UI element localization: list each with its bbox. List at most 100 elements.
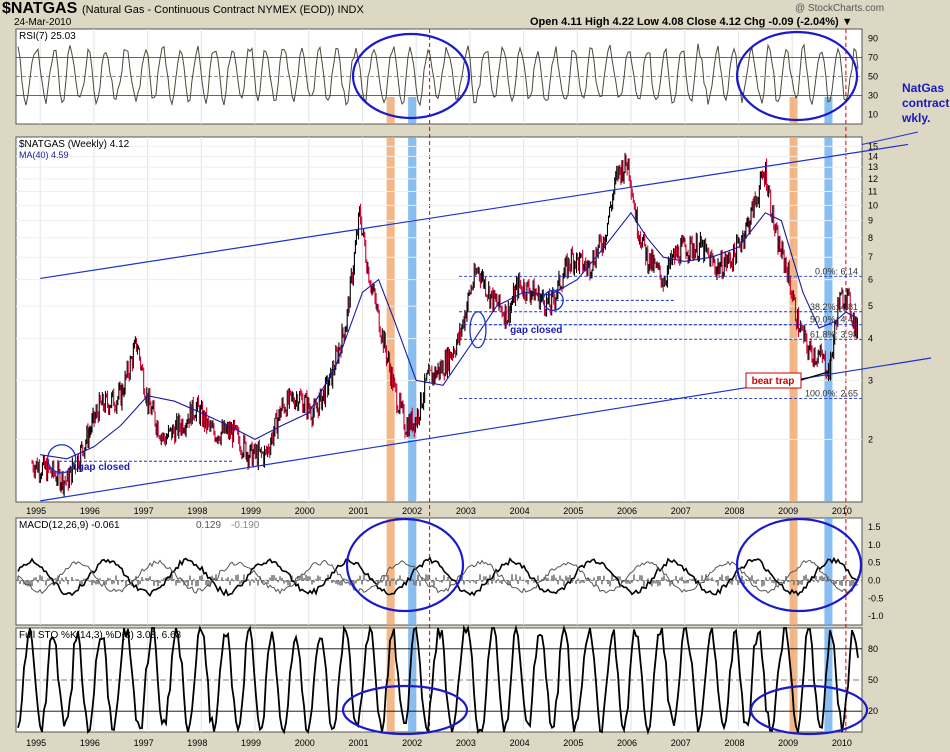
x-tick-label-bottom: 2010 <box>832 738 852 748</box>
gap-closed-label: gap closed <box>510 325 562 336</box>
price-y-tick: 2 <box>868 434 873 444</box>
rsi-y-tick: 10 <box>868 110 878 120</box>
x-tick-label: 1999 <box>241 506 261 516</box>
rsi-line <box>17 43 859 107</box>
price-y-tick: 11 <box>868 186 877 196</box>
x-tick-label-bottom: 1996 <box>80 738 100 748</box>
note-pointer-line <box>861 131 919 145</box>
rsi-y-tick: 50 <box>868 72 878 82</box>
retracement-label: 100.0%: 2.65 <box>805 388 858 398</box>
highlight-ellipse <box>351 32 471 120</box>
x-tick-label-bottom: 2002 <box>402 738 422 748</box>
x-tick-label: 2010 <box>832 506 852 516</box>
macd-y-tick: 0.0 <box>868 575 881 585</box>
rsi-y-tick: 70 <box>868 53 878 63</box>
highlight-ellipse <box>345 517 465 613</box>
x-tick-label-bottom: 2005 <box>563 738 583 748</box>
highlight-band <box>824 518 833 625</box>
macd-legend: MACD(12,26,9) -0.061 <box>19 520 120 531</box>
x-tick-label: 2007 <box>671 506 691 516</box>
price-y-tick: 12 <box>868 174 878 184</box>
price-bars <box>31 152 859 497</box>
macd-legend-signal: 0.129 <box>196 520 221 531</box>
macd-line <box>17 556 859 598</box>
x-tick-label: 2001 <box>348 506 368 516</box>
sto-k-line <box>17 624 859 736</box>
highlight-band <box>789 137 798 502</box>
x-tick-label-bottom: 2008 <box>724 738 744 748</box>
price-y-tick: 6 <box>868 275 873 285</box>
x-tick-label: 2006 <box>617 506 637 516</box>
x-tick-label-bottom: 1998 <box>187 738 207 748</box>
price-y-tick: 10 <box>868 200 878 210</box>
x-tick-label-bottom: 1997 <box>134 738 154 748</box>
gap-circle <box>47 444 77 474</box>
highlight-band <box>824 97 833 124</box>
x-tick-label: 2000 <box>295 506 315 516</box>
highlight-ellipse <box>341 684 469 736</box>
x-tick-label-bottom: 2007 <box>671 738 691 748</box>
price-y-tick: 4 <box>868 334 873 344</box>
brand-logo: @ StockCharts.com <box>795 3 885 14</box>
x-tick-label: 1997 <box>134 506 154 516</box>
gap-circle <box>469 311 487 349</box>
x-tick-label: 1996 <box>80 506 100 516</box>
rsi-y-tick: 90 <box>868 34 878 44</box>
upper-trendline <box>40 143 909 280</box>
x-tick-label: 2009 <box>778 506 798 516</box>
x-tick-label-bottom: 2001 <box>348 738 368 748</box>
x-tick-label: 2008 <box>724 506 744 516</box>
x-tick-label-bottom: 2006 <box>617 738 637 748</box>
bear-trap-box <box>745 372 802 389</box>
panel-macd <box>15 517 863 626</box>
sto-y-tick: 80 <box>868 644 878 654</box>
highlight-ellipse <box>749 684 869 736</box>
symbol-description: (Natural Gas - Continuous Contract NYMEX… <box>82 4 364 16</box>
retracement-label: 50.0%: 4.40 <box>810 315 858 325</box>
ma40-line <box>40 211 858 460</box>
x-tick-label-bottom: 2003 <box>456 738 476 748</box>
macd-y-tick: 1.5 <box>868 522 881 532</box>
x-tick-label: 2005 <box>563 506 583 516</box>
price-y-tick: 5 <box>868 301 873 311</box>
ohlc-readout: Open 4.11 High 4.22 Low 4.08 Close 4.12 … <box>530 16 853 28</box>
bear-trap-arrow <box>800 371 829 381</box>
retracement-label: 61.8%: 3.98 <box>810 329 858 339</box>
macd-y-tick: 0.5 <box>868 558 881 568</box>
symbol-title: $NATGAS <box>2 0 78 17</box>
sto-y-tick: 50 <box>868 675 878 685</box>
highlight-band <box>386 137 395 502</box>
x-tick-label: 2002 <box>402 506 422 516</box>
natgas-note: NatGas contract wkly. <box>901 81 949 125</box>
macd-y-tick: 1.0 <box>868 540 881 550</box>
sto-legend: Full STO %K(14,3) %D(3) 3.08, 6.68 <box>19 630 182 641</box>
x-tick-label-bottom: 2009 <box>778 738 798 748</box>
x-tick-label-bottom: 2000 <box>295 738 315 748</box>
price-y-tick: 7 <box>868 252 873 262</box>
macd-legend-hist: -0.190 <box>231 520 260 531</box>
price-y-tick: 8 <box>868 233 873 243</box>
highlight-band <box>408 97 417 124</box>
highlight-band <box>386 97 395 124</box>
highlight-band <box>408 137 417 502</box>
macd-y-tick: -0.5 <box>868 593 884 603</box>
price-y-tick: 13 <box>868 162 878 172</box>
highlight-band <box>824 137 833 502</box>
x-tick-label: 1998 <box>187 506 207 516</box>
highlight-ellipse <box>735 30 859 122</box>
macd-signal-line <box>17 559 859 595</box>
bear-trap-label: bear trap <box>752 376 795 387</box>
retracement-label: 38.2%: 4.81 <box>810 302 858 312</box>
panel-price <box>15 136 863 503</box>
price-y-tick: 14 <box>868 151 878 161</box>
rsi-y-tick: 30 <box>868 91 878 101</box>
price-legend-ma: MA(40) 4.59 <box>19 150 69 160</box>
x-tick-label: 2003 <box>456 506 476 516</box>
retracement-label: 0.0%: 6.14 <box>815 266 858 276</box>
highlight-band <box>789 97 798 124</box>
chart-date: 24-Mar-2010 <box>14 17 72 28</box>
x-tick-label: 1995 <box>26 506 46 516</box>
sto-y-tick: 20 <box>868 706 878 716</box>
x-tick-label-bottom: 1999 <box>241 738 261 748</box>
